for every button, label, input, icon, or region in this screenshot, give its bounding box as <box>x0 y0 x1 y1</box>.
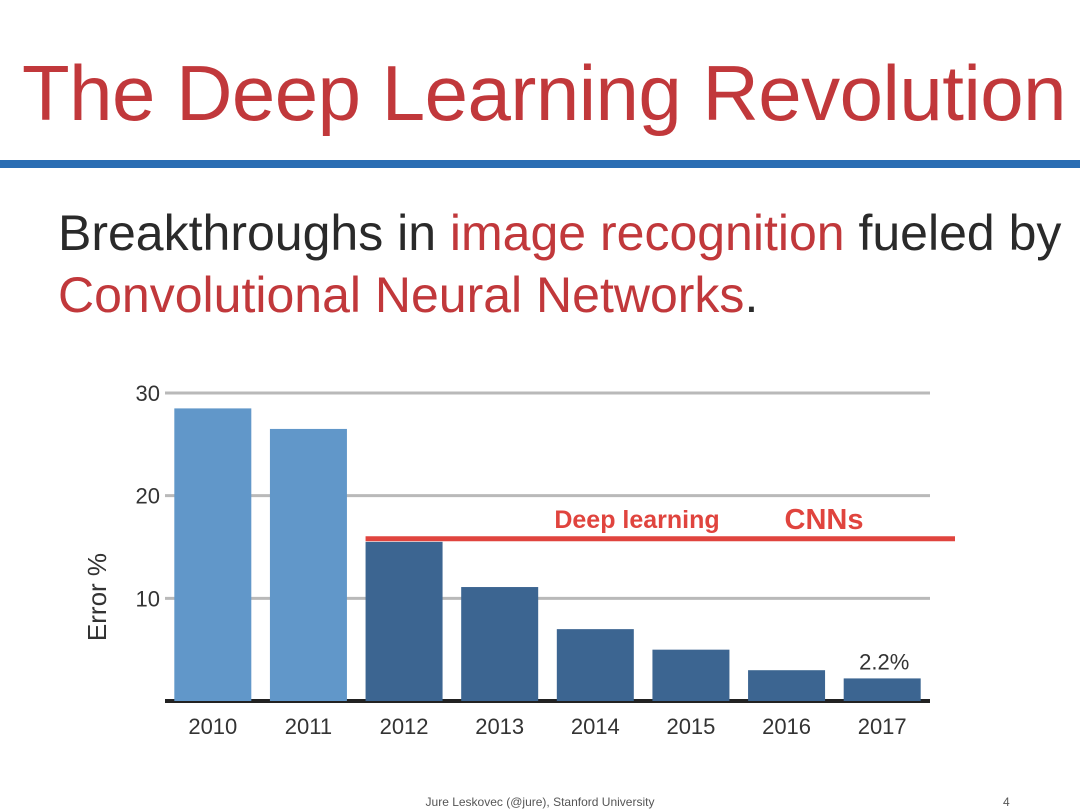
y-axis-label: Error % <box>82 553 112 641</box>
x-tick-labels: 2010 2011 2012 2013 2014 2015 2016 2017 <box>188 714 906 739</box>
bar-2013 <box>461 587 539 701</box>
bar-2012 <box>365 541 443 701</box>
x-tick-label-2013: 2013 <box>475 714 524 739</box>
title-divider <box>0 160 1080 168</box>
slide-title: The Deep Learning Revolution <box>22 49 1067 137</box>
page-number: 4 <box>1003 795 1010 809</box>
bar-2017 <box>843 678 921 701</box>
slide-subtitle: Breakthroughs in image recognition fuele… <box>58 202 1068 326</box>
subtitle-text-3: . <box>744 267 759 323</box>
x-tick-label-2010: 2010 <box>188 714 237 739</box>
cnns-label: CNNs <box>785 504 864 536</box>
x-tick-label-2011: 2011 <box>285 714 332 739</box>
x-tick-label-2014: 2014 <box>571 714 620 739</box>
y-tick-label: 20 <box>136 484 160 509</box>
y-tick-label: 30 <box>136 381 160 406</box>
x-tick-label-2017: 2017 <box>858 714 907 739</box>
bar-2015 <box>652 649 730 701</box>
subtitle-text-1: Breakthroughs in <box>58 205 450 261</box>
annotations: Deep learning CNNs 2.2% <box>365 504 955 674</box>
x-tick-label-2015: 2015 <box>666 714 715 739</box>
subtitle-highlight-image-recognition: image recognition <box>449 205 845 261</box>
y-tick-labels: 10 20 30 <box>136 381 160 611</box>
bar-value-label-2017: 2.2% <box>859 649 909 674</box>
y-tick-label: 10 <box>136 586 160 611</box>
x-tick-label-2012: 2012 <box>380 714 429 739</box>
x-tick-label-2016: 2016 <box>762 714 811 739</box>
subtitle-highlight-cnn: Convolutional Neural Networks <box>58 267 745 323</box>
footer-credit: Jure Leskovec (@jure), Stanford Universi… <box>425 795 655 809</box>
bar-2011 <box>269 428 347 701</box>
bars <box>174 408 921 701</box>
bar-2016 <box>748 670 826 701</box>
subtitle-text-2: fueled by <box>844 205 1062 261</box>
deep-learning-label: Deep learning <box>554 506 719 534</box>
bar-2010 <box>174 408 252 701</box>
bar-2014 <box>556 629 634 701</box>
